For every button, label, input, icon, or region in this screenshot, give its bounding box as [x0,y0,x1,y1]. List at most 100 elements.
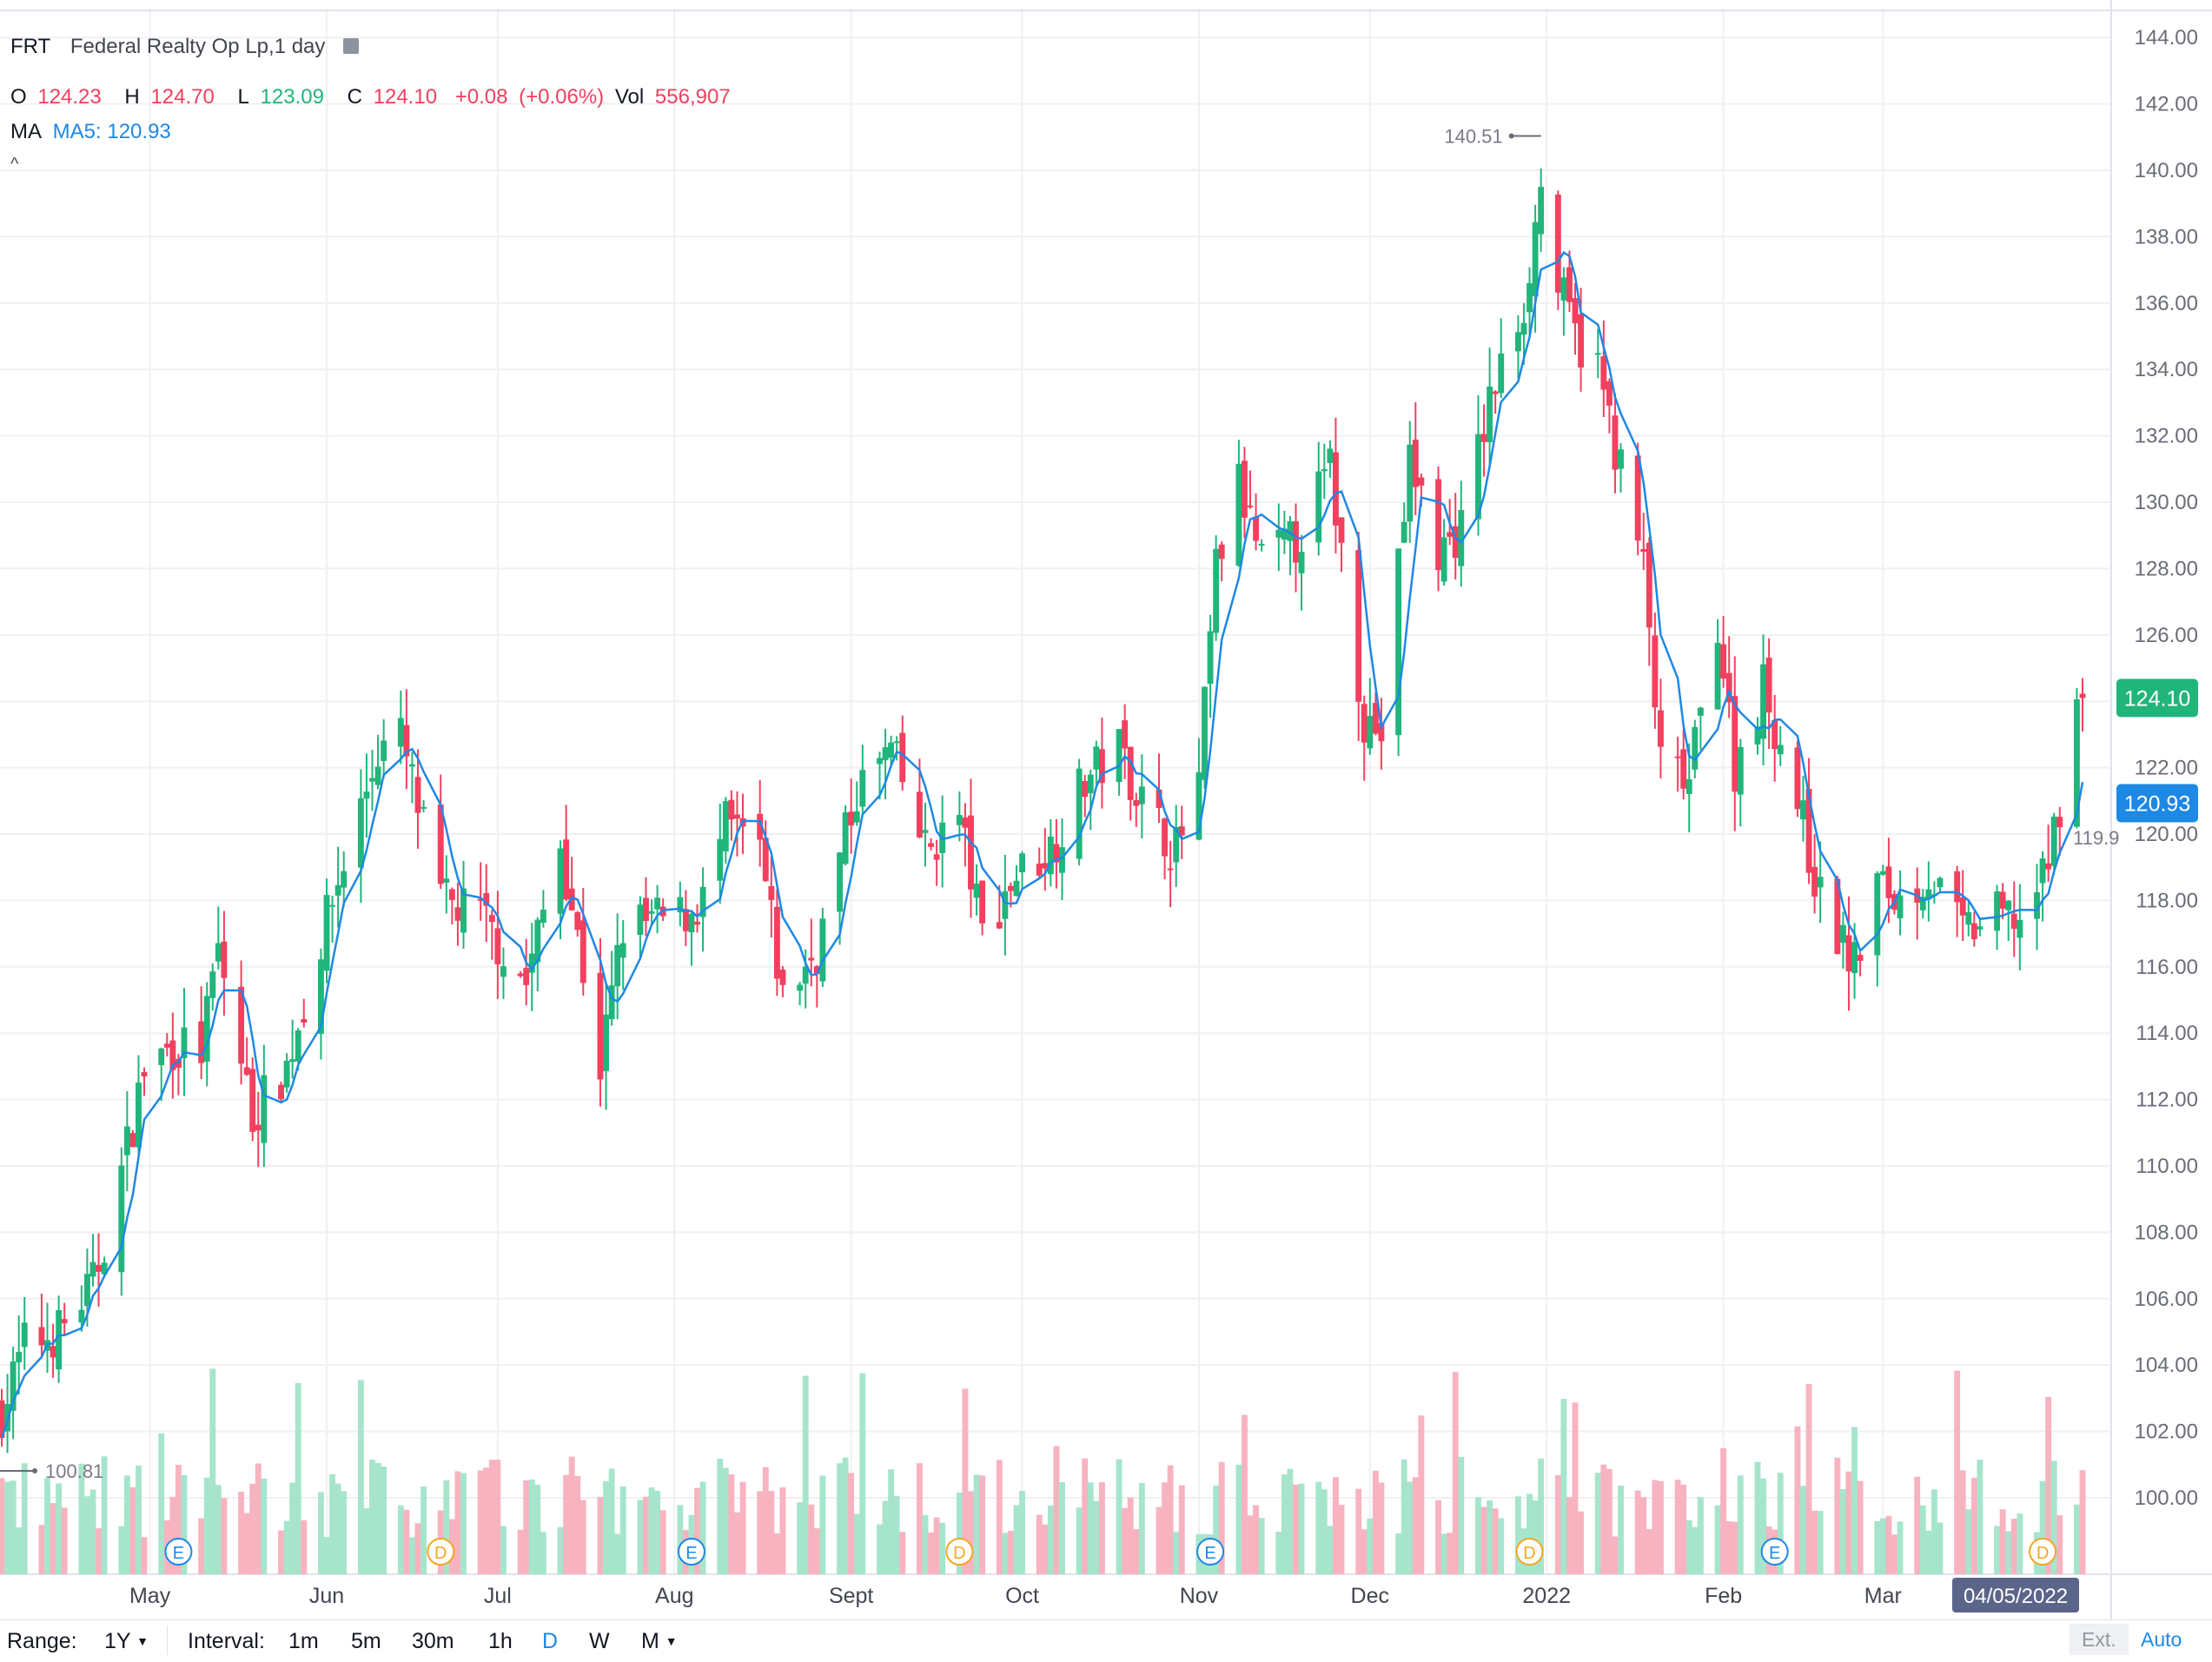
volume-bar [1857,1480,1864,1574]
volume-bar [1315,1481,1322,1574]
volume-bar [1566,1497,1573,1574]
volume-bar [1275,1532,1282,1574]
y-tick-label: 134.00 [2135,358,2198,381]
candle-body [779,970,786,985]
open-label: O [10,85,27,109]
y-tick-label: 128.00 [2135,557,2198,580]
candle-body [1253,516,1260,541]
candle-body [654,897,661,910]
volume-bar [922,1514,929,1574]
interval-1m[interactable]: 1m [288,1629,319,1653]
price-chart[interactable]: 100.00 102.00 104.00 106.00 108.00 110.00 112.… [0,0,2212,1619]
candle-body [129,1133,136,1148]
candle-body [1195,771,1202,840]
candle-body [38,1327,45,1346]
low-marker-label: 100.81 [45,1460,103,1482]
dividend-event-marker [945,1538,974,1566]
candle-body [1315,471,1322,543]
candle-body [968,815,974,890]
volume-bar [278,1530,284,1574]
candle-body [1395,548,1402,736]
volume-bar [2073,1504,2080,1574]
volume-bar [1173,1532,1180,1574]
volume-bar [1007,1531,1014,1574]
candle-body [1879,871,1886,875]
candle-body [123,1126,130,1155]
volume-bar [1959,1470,1966,1574]
candle-body [1287,521,1294,541]
ma-legend[interactable]: MA MA5: 120.93 [10,120,176,144]
volume-bar [654,1490,661,1574]
volume-bar [694,1487,700,1574]
collapse-legend-button[interactable]: ^ [10,155,23,175]
candle-body [1036,864,1043,876]
volume-bar [517,1529,524,1574]
candle-body [2056,817,2063,828]
volume-bar [1652,1480,1659,1574]
candle-body [853,811,860,823]
volume-bar [773,1533,780,1574]
volume-bar [1954,1370,1961,1574]
volume-bar [1338,1504,1345,1574]
volume-bar [1885,1515,1892,1574]
volume-bar [1162,1482,1169,1574]
volume-bar [483,1467,490,1574]
high-marker-label: 140.51 [1444,126,1502,148]
candle-body [1452,526,1459,559]
candle-body [1447,532,1454,537]
interval-w[interactable]: W [589,1629,610,1653]
candle-body [1407,444,1414,522]
volume-bar [289,1482,296,1574]
volume-label: Vol [614,85,645,109]
volume-bar [614,1533,621,1574]
volume-bar [1002,1533,1009,1574]
volume-bar [637,1500,644,1574]
volume-bar [2045,1396,2052,1574]
auto-scale-toggle[interactable]: Auto [2141,1628,2182,1651]
volume-bar [494,1460,501,1574]
volume-bar [283,1520,290,1574]
y-tick-label: 144.00 [2135,26,2198,50]
candle-body [1874,873,1881,956]
volume-bar [1247,1515,1254,1574]
interval-m: M [641,1629,659,1653]
volume-bar [1714,1505,1721,1574]
volume-bar [369,1460,375,1574]
interval-m-select[interactable]: M ▼ [641,1629,678,1654]
event-marker-label: D [2036,1544,2049,1563]
candle-body [619,943,626,958]
range-select[interactable]: 1Y ▼ [104,1629,149,1654]
volume-bar [141,1537,148,1574]
y-tick-label: 112.00 [2136,1089,2198,1112]
extended-hours-toggle[interactable]: Ext. [2070,1624,2129,1655]
candle-body [1954,871,1961,903]
y-tick-label: 108.00 [2135,1221,2198,1244]
candle-body [1640,548,1647,553]
interval-30m[interactable]: 30m [412,1629,454,1653]
y-tick-label: 118.00 [2136,889,2198,912]
candle-body [238,986,245,1064]
volume-bar [1418,1415,1425,1574]
interval-5m[interactable]: 5m [351,1629,381,1653]
volume-bar [1839,1488,1846,1574]
ma-value: MA5: 120.93 [52,120,171,143]
volume-bar [1794,1426,1801,1574]
volume-bar [443,1480,450,1574]
candle-body [962,817,969,828]
volume-bar [1931,1489,1937,1574]
menu-square-icon[interactable] [343,38,360,54]
candle-body [922,830,929,833]
candle-body [1053,844,1060,863]
candle-body [893,741,900,744]
volume-bar [408,1537,415,1574]
bottom-toolbar: Range: 1Y ▼ Interval: 1m 5m 30m 1h D W M… [0,1619,2212,1662]
candle-body [979,880,986,924]
volume-bar [1480,1506,1487,1574]
interval-d[interactable]: D [542,1629,559,1653]
candle-body [381,740,387,761]
volume-bar [1760,1478,1766,1574]
candle-body [899,732,906,783]
volume-bar [61,1507,68,1574]
x-tick-label: Dec [1351,1584,1389,1608]
interval-1h[interactable]: 1h [488,1629,513,1653]
